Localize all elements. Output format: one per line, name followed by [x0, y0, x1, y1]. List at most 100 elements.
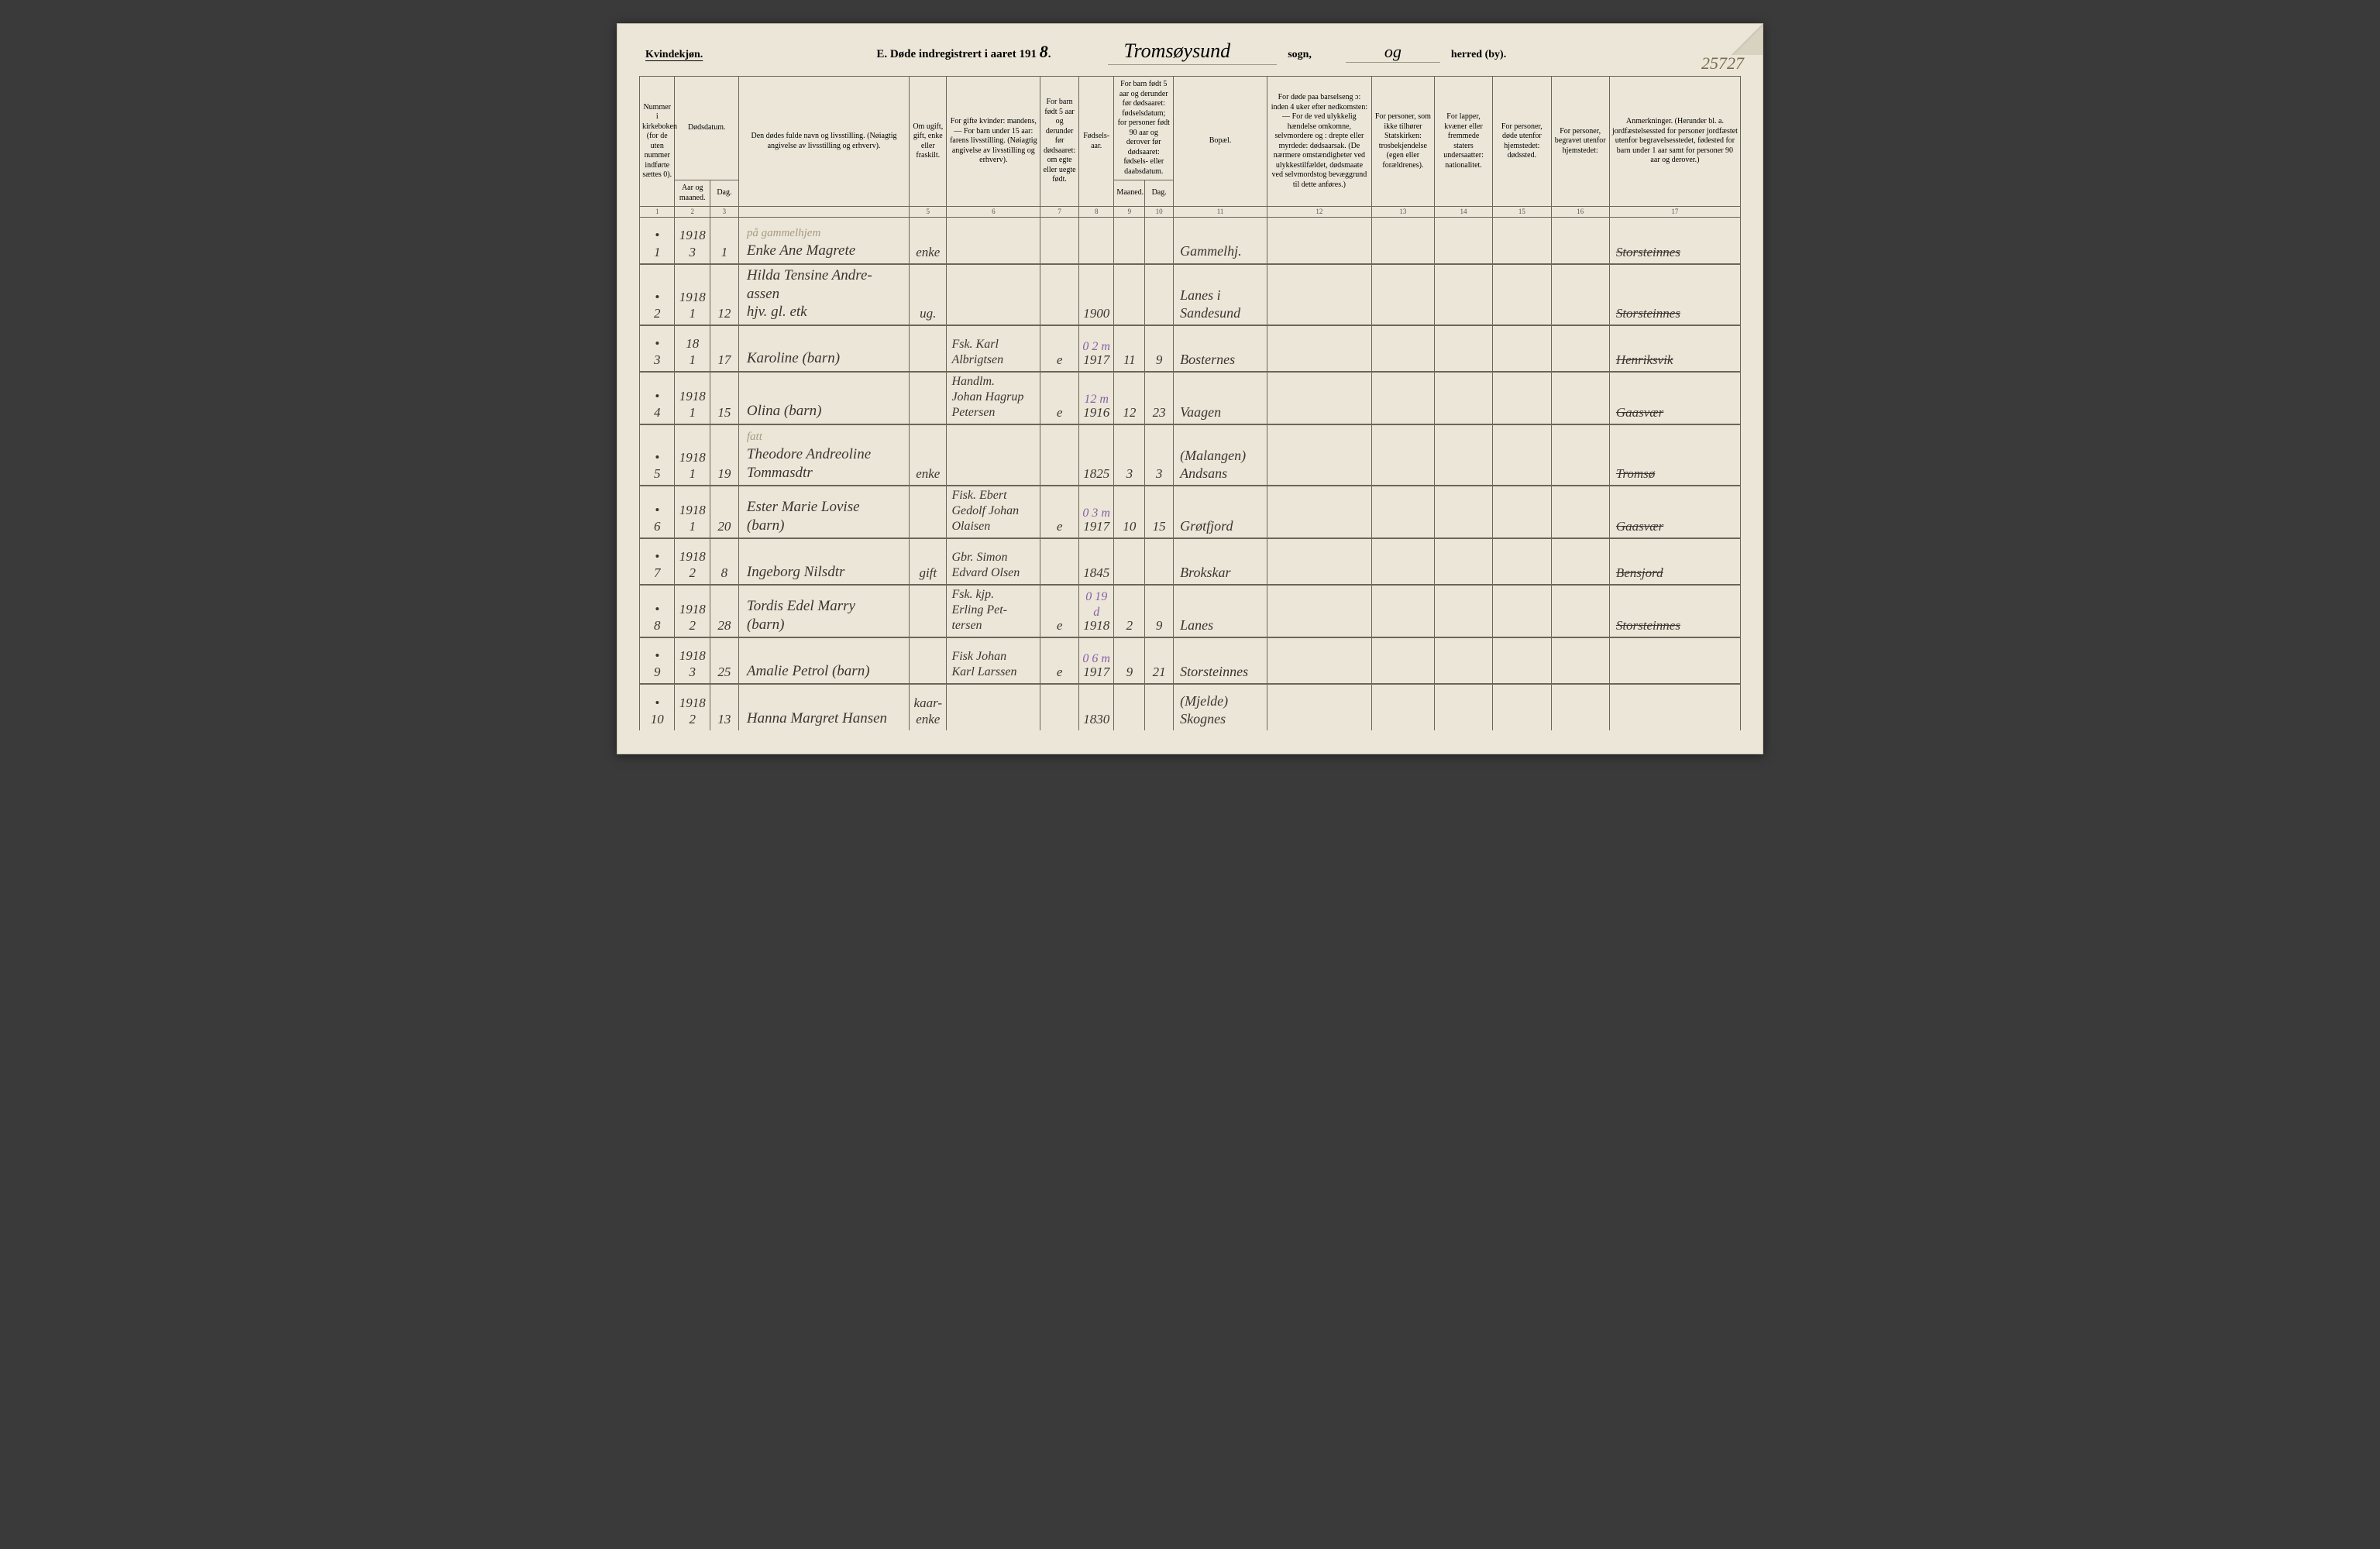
- cell-birthday: [1145, 684, 1174, 730]
- col-header: Bopæl.: [1174, 77, 1267, 207]
- parish-name: Tromsøysund: [1108, 39, 1277, 65]
- col-num: 2: [675, 207, 710, 218]
- cell-status: enke: [910, 424, 947, 486]
- cell-deathplace: [1493, 424, 1551, 486]
- cell-status: [910, 585, 947, 637]
- cell-year-month: 19181: [675, 372, 710, 424]
- age-annotation: 0 19 d: [1082, 589, 1111, 620]
- cell-birthmonth: 11: [1114, 325, 1145, 372]
- cell-deathplace: [1493, 325, 1551, 372]
- cell-day: 15: [710, 372, 738, 424]
- cell-name: fattTheodore AndreolineTommasdtr: [738, 424, 909, 486]
- col-header: Nummer i kirkeboken (for de uten nummer …: [640, 77, 675, 207]
- cell-year-month: 19182: [675, 585, 710, 637]
- cell-remark: [1609, 637, 1740, 684]
- cell-deathplace: [1493, 585, 1551, 637]
- cell-name: Hanna Margret Hansen: [738, 684, 909, 730]
- cell-number: •5: [640, 424, 675, 486]
- cell-status: [910, 486, 947, 538]
- cell-spouse: [947, 684, 1040, 730]
- cell-religion: [1371, 325, 1434, 372]
- cell-nationality: [1434, 684, 1492, 730]
- col-header: Dag.: [1145, 180, 1174, 207]
- cell-remark: Storsteinnes: [1609, 264, 1740, 325]
- col-header: Anmerkninger. (Herunder bl. a. jordfæste…: [1609, 77, 1740, 207]
- cell-remark: [1609, 684, 1740, 730]
- table-row: •41918115Olina (barn)Handlm.Johan Hagrup…: [640, 372, 1741, 424]
- cell-religion: [1371, 538, 1434, 585]
- cell-name: Ester Marie Lovise(barn): [738, 486, 909, 538]
- death-register-table: Nummer i kirkeboken (for de uten nummer …: [639, 76, 1741, 730]
- col-header: For barn født 5 aar og derunder før døds…: [1040, 77, 1079, 207]
- col-header: Om ugift, gift, enke eller fraskilt.: [910, 77, 947, 207]
- cell-spouse: Fisk JohanKarl Larssen: [947, 637, 1040, 684]
- col-num: 6: [947, 207, 1040, 218]
- cell-nationality: [1434, 538, 1492, 585]
- cell-cause: [1267, 264, 1371, 325]
- cell-egte: [1040, 424, 1079, 486]
- cell-birthyear: 0 19 d1918: [1078, 585, 1113, 637]
- cell-religion: [1371, 218, 1434, 264]
- cell-birthmonth: [1114, 684, 1145, 730]
- cell-birthyear: 1845: [1078, 538, 1113, 585]
- cell-burialplace: [1551, 218, 1609, 264]
- cell-number: •7: [640, 538, 675, 585]
- col-num: 12: [1267, 207, 1371, 218]
- register-page: Kvindekjøn. E. Døde indregistrert i aare…: [617, 23, 1763, 754]
- col-header: Dag.: [710, 180, 738, 207]
- cell-status: gift: [910, 538, 947, 585]
- cell-name: Karoline (barn): [738, 325, 909, 372]
- cell-birthday: 9: [1145, 585, 1174, 637]
- cell-cause: [1267, 637, 1371, 684]
- sogn-label: sogn,: [1288, 49, 1312, 61]
- col-num: 7: [1040, 207, 1079, 218]
- cell-remark: Tromsø: [1609, 424, 1740, 486]
- col-header: Dødsdatum.: [675, 77, 738, 180]
- cell-status: enke: [910, 218, 947, 264]
- cell-remark: Gaasvær: [1609, 486, 1740, 538]
- cell-day: 25: [710, 637, 738, 684]
- col-num: 11: [1174, 207, 1267, 218]
- cell-nationality: [1434, 486, 1492, 538]
- cell-egte: e: [1040, 486, 1079, 538]
- cell-number: •8: [640, 585, 675, 637]
- cell-day: 28: [710, 585, 738, 637]
- table-body: •1191831på gammelhjemEnke Ane Magreteenk…: [640, 218, 1741, 731]
- cell-birthmonth: 3: [1114, 424, 1145, 486]
- cell-nationality: [1434, 264, 1492, 325]
- col-num: 16: [1551, 207, 1609, 218]
- col-header: For lapper, kvæner eller fremmede stater…: [1434, 77, 1492, 207]
- cell-cause: [1267, 486, 1371, 538]
- cell-status: [910, 325, 947, 372]
- table-row: •61918120Ester Marie Lovise(barn)Fisk. E…: [640, 486, 1741, 538]
- cell-number: •3: [640, 325, 675, 372]
- cell-number: •1: [640, 218, 675, 264]
- col-header: For personer, begravet utenfor hjemstede…: [1551, 77, 1609, 207]
- cell-birthmonth: 10: [1114, 486, 1145, 538]
- cell-birthday: 15: [1145, 486, 1174, 538]
- header-row: Kvindekjøn. E. Døde indregistrert i aare…: [639, 39, 1741, 65]
- cell-name: på gammelhjemEnke Ane Magrete: [738, 218, 909, 264]
- cell-burialplace: [1551, 538, 1609, 585]
- cell-burialplace: [1551, 486, 1609, 538]
- cell-deathplace: [1493, 637, 1551, 684]
- cell-day: 20: [710, 486, 738, 538]
- cell-cause: [1267, 325, 1371, 372]
- col-num: 8: [1078, 207, 1113, 218]
- col-header: For gifte kvinder: mandens, — For barn u…: [947, 77, 1040, 207]
- cell-year-month: 19181: [675, 264, 710, 325]
- table-row: •1191831på gammelhjemEnke Ane Magreteenk…: [640, 218, 1741, 264]
- cell-spouse: Fsk. KarlAlbrigtsen: [947, 325, 1040, 372]
- cell-birthmonth: 12: [1114, 372, 1145, 424]
- cell-birthyear: 1830: [1078, 684, 1113, 730]
- cell-birthday: 21: [1145, 637, 1174, 684]
- cell-day: 1: [710, 218, 738, 264]
- col-num: 5: [910, 207, 947, 218]
- col-header: Den dødes fulde navn og livsstilling. (N…: [738, 77, 909, 207]
- age-annotation: 12 m: [1082, 392, 1111, 407]
- cell-year-month: 19182: [675, 538, 710, 585]
- cell-egte: [1040, 684, 1079, 730]
- cell-birthyear: 1825: [1078, 424, 1113, 486]
- cell-nationality: [1434, 585, 1492, 637]
- cell-residence: Grøtfjord: [1174, 486, 1267, 538]
